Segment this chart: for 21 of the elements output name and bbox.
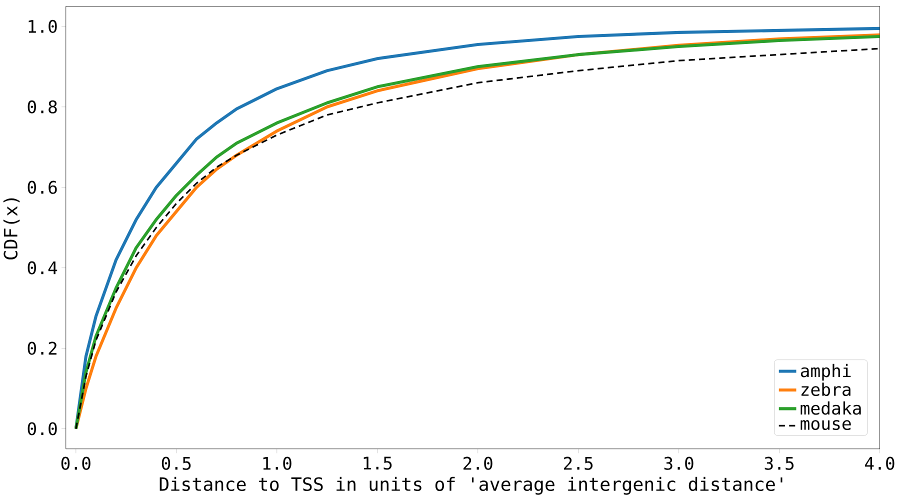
x-tick-label: 3.0 — [664, 456, 694, 470]
x-tick-label: 3.5 — [764, 456, 794, 470]
x-tick-label: 1.5 — [364, 456, 392, 470]
x-tick-label: 2.5 — [564, 456, 593, 470]
y-tick-label: 0.6 — [28, 180, 57, 194]
legend-label: amphi — [800, 364, 851, 381]
legend-label: zebra — [802, 382, 850, 396]
x-axis-title: Distance to TSS in units of 'average intergenic distance' — [160, 476, 782, 495]
y-axis-title: CDF(x) — [3, 198, 20, 260]
y-tick-label: 0.8 — [28, 100, 57, 114]
legend-label: mouse — [800, 420, 851, 430]
y-tick-label: 0.0 — [28, 422, 57, 436]
y-tick-label: 0.4 — [28, 261, 58, 274]
y-tick-label: 1.0 — [28, 20, 57, 33]
legend-label: medaka — [800, 401, 861, 415]
x-tick-label: 0.5 — [162, 456, 191, 470]
x-tick-label: 2.0 — [464, 456, 492, 470]
y-tick-label: 0.2 — [28, 342, 56, 355]
x-tick-label: 0.0 — [61, 456, 90, 470]
x-tick-label: 1.0 — [263, 456, 292, 470]
x-tick-label: 4.0 — [865, 456, 894, 470]
